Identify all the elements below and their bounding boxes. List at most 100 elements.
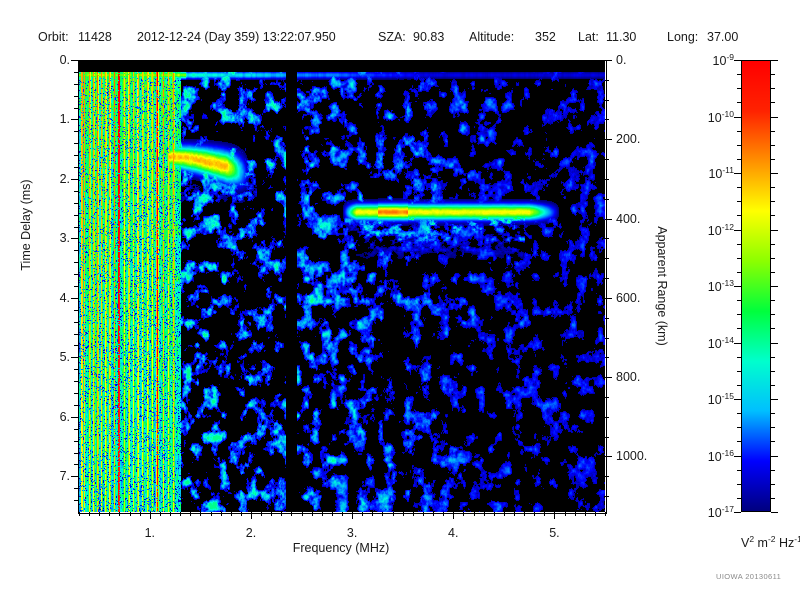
axis-tick [74, 215, 78, 216]
axis-tick [160, 512, 161, 516]
colorbar-tick [771, 441, 775, 442]
axis-tick [271, 512, 272, 516]
colorbar-tick [737, 201, 741, 202]
axis-tick-label: 3. [59, 231, 70, 246]
axis-tick-label: 7. [59, 469, 70, 484]
colorbar-tick [734, 286, 741, 287]
axis-tick [605, 179, 609, 180]
axis-tick [89, 512, 90, 516]
axis-tick [393, 512, 394, 516]
axis-tick [74, 143, 78, 144]
axis-tick [605, 80, 609, 81]
axis-tick-label: 5. [59, 350, 70, 365]
axis-tick [74, 84, 78, 85]
unit-m: m [754, 536, 768, 551]
colorbar-tick [734, 456, 741, 457]
colorbar-tick [737, 131, 741, 132]
axis-tick [605, 512, 606, 516]
colorbar-tick [737, 498, 741, 499]
colorbar-tick [771, 413, 775, 414]
axis-tick [74, 369, 78, 370]
colorbar-tick [771, 230, 778, 231]
axis-tick [251, 512, 252, 519]
axis-tick-label: 1. [59, 112, 70, 127]
axis-tick [74, 381, 78, 382]
axis-tick [71, 476, 78, 477]
colorbar-tick [771, 427, 775, 428]
colorbar-tick-label: 10-16 [707, 447, 734, 464]
axis-tick-label: 4. [59, 290, 70, 305]
axis-tick [605, 456, 612, 457]
axis-tick [565, 512, 566, 516]
axis-tick [352, 512, 353, 519]
colorbar-tick [771, 88, 775, 89]
axis-tick [211, 512, 212, 516]
axis-tick [605, 476, 609, 477]
axis-tick [71, 60, 78, 61]
colorbar-tick [737, 385, 741, 386]
axis-tick [605, 357, 609, 358]
axis-tick [74, 203, 78, 204]
altitude-label: Altitude: [469, 30, 515, 44]
axis-tick [605, 159, 609, 160]
colorbar-tick [737, 74, 741, 75]
colorbar-tick [771, 272, 775, 273]
axis-tick [585, 512, 586, 516]
axis-tick [554, 512, 555, 519]
colorbar-tick [771, 244, 775, 245]
colorbar-tick [771, 371, 775, 372]
axis-tick-label: 1000. [616, 449, 648, 464]
axis-tick [322, 512, 323, 516]
axis-tick [605, 338, 609, 339]
colorbar-tick [771, 357, 775, 358]
colorbar-tick [737, 357, 741, 358]
axis-tick [74, 227, 78, 228]
colorbar-tick [737, 300, 741, 301]
colorbar-tick [737, 272, 741, 273]
axis-tick [474, 512, 475, 516]
axis-tick [605, 219, 612, 220]
orbit-label: Orbit: [38, 30, 69, 44]
colorbar-tick-label: 10-14 [707, 334, 734, 351]
axis-tick [74, 429, 78, 430]
axis-tick-label: 0. [616, 53, 627, 67]
axis-tick [382, 512, 383, 516]
axis-tick [605, 298, 612, 299]
axis-tick [504, 512, 505, 516]
axis-tick [332, 512, 333, 516]
unit-v-exp: 2 [749, 534, 755, 544]
colorbar-tick [737, 258, 741, 259]
colorbar-tick [737, 441, 741, 442]
axis-tick [302, 512, 303, 516]
colorbar-tick-label: 10-17 [707, 503, 734, 521]
lat-label: Lat: [578, 30, 599, 44]
axis-tick-label: 600. [616, 290, 641, 305]
axis-tick [605, 258, 609, 259]
axis-tick-label: 400. [616, 211, 641, 226]
axis-tick-label: 200. [616, 132, 641, 147]
header-metadata: Orbit: 11428 2012-12-24 (Day 359) 13:22:… [0, 30, 800, 48]
axis-tick [74, 334, 78, 335]
axis-tick [605, 100, 609, 101]
x-axis-label: Frequency (MHz) [292, 541, 390, 555]
colorbar-tick [771, 258, 775, 259]
axis-tick [605, 119, 609, 120]
colorbar-tick [737, 427, 741, 428]
axis-tick [190, 512, 191, 516]
axis-tick [403, 512, 404, 516]
axis-tick [605, 238, 609, 239]
long-label: Long: [667, 30, 699, 44]
spectrogram-canvas [78, 60, 605, 512]
colorbar-tick [737, 314, 741, 315]
colorbar-tick [771, 60, 778, 61]
axis-tick [281, 512, 282, 516]
axis-tick [534, 512, 535, 516]
axis-tick-label: 6. [59, 409, 70, 424]
axis-tick [79, 512, 80, 516]
colorbar-tick [734, 399, 741, 400]
axis-tick [605, 437, 609, 438]
colorbar-tick [737, 187, 741, 188]
axis-tick-label: 2. [245, 526, 257, 540]
colorbar-tick [737, 484, 741, 485]
colorbar [741, 60, 771, 512]
